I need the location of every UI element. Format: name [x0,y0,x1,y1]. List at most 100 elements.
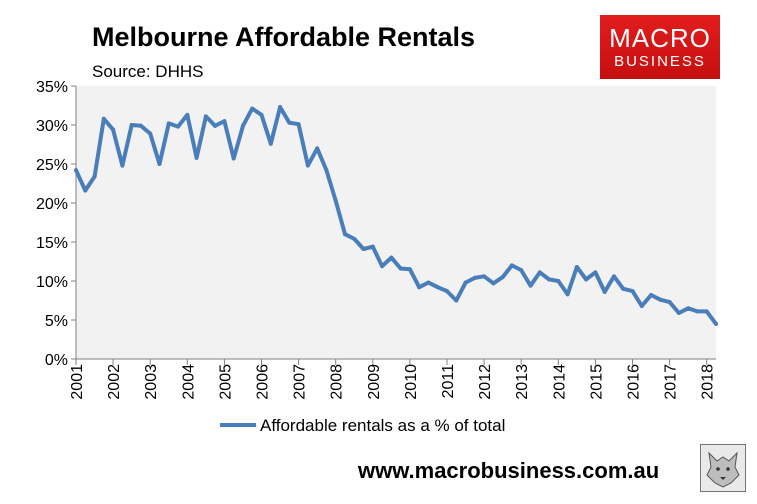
x-tick-label: 2017 [663,364,680,400]
data-point [213,123,218,128]
y-tick-label: 5% [45,313,68,330]
data-point [231,156,236,161]
data-point [547,277,552,282]
plot-area [76,86,716,359]
data-point [250,106,255,111]
data-point [482,274,487,279]
data-point [222,119,227,124]
data-point [556,279,561,283]
data-point [639,303,644,308]
data-point [435,285,440,290]
data-point [185,112,190,117]
data-point [83,188,88,193]
data-point [658,297,663,302]
x-tick-label: 2013 [514,364,531,400]
data-point [649,293,654,298]
y-tick-label: 0% [45,352,68,369]
y-tick-label: 10% [36,274,68,291]
x-tick-label: 2007 [292,364,309,400]
logo-line-2: BUSINESS [614,53,706,70]
data-point [695,309,700,314]
x-tick-label: 2010 [403,364,420,400]
data-point [305,163,310,168]
x-tick-label: 2008 [329,364,346,400]
data-point [602,289,607,294]
data-point [315,146,320,151]
x-tick-label: 2009 [366,364,383,400]
x-tick-label: 2016 [626,364,643,400]
data-point [574,264,579,269]
x-tick-label: 2015 [588,364,605,400]
data-point [389,255,394,260]
data-point [704,309,709,314]
data-point [268,141,273,146]
data-point [676,310,681,315]
data-point [138,123,143,128]
data-point [157,162,162,166]
data-point [537,270,542,275]
y-tick-label: 30% [36,118,68,135]
data-point [519,268,524,273]
data-point [120,163,125,168]
x-tick-label: 2003 [143,364,160,400]
y-tick-label: 25% [36,157,68,174]
data-point [714,321,718,326]
data-point [454,298,459,303]
x-tick-label: 2002 [106,364,123,400]
data-point [342,232,347,237]
x-tick-label: 2018 [700,364,717,400]
data-point [278,105,283,110]
data-point [445,289,450,294]
x-tick-label: 2004 [180,364,197,400]
data-point [398,266,403,271]
data-point [491,281,496,286]
data-point [463,280,468,285]
data-point [584,277,589,282]
footer-url: www.macrobusiness.com.au [358,458,660,483]
data-point [380,264,385,269]
data-point [74,168,78,173]
data-point [129,123,134,127]
x-tick-label: 2014 [551,364,568,400]
data-point [361,247,366,252]
data-point [630,289,635,294]
data-point [203,114,208,119]
y-tick-label: 20% [36,196,68,213]
data-point [500,275,505,280]
data-point [621,286,626,291]
y-tick-label: 35% [36,79,68,96]
data-point [565,292,570,297]
data-point [101,116,106,121]
data-point [259,112,264,117]
data-point [370,244,375,249]
data-point [528,283,533,288]
data-point [667,300,672,305]
data-point [194,155,199,160]
data-point [324,168,329,173]
legend-label: Affordable rentals as a % of total [260,416,505,435]
logo-line-1: MACRO [609,23,711,53]
data-point [509,263,514,268]
data-point [686,306,691,311]
x-tick-label: 2006 [255,364,272,400]
chart-source: Source: DHHS [92,62,204,81]
data-point [426,280,431,285]
data-point [166,121,171,126]
data-point [611,274,616,279]
series-line [74,105,718,326]
data-point [296,122,301,127]
x-tick-label: 2001 [69,364,86,400]
chart-title: Melbourne Affordable Rentals [92,22,476,52]
wolf-icon [700,444,746,492]
data-point [472,275,477,280]
data-point [111,127,116,132]
x-tick-label: 2012 [477,364,494,400]
x-tick-label: 2005 [217,364,234,400]
data-point [333,198,338,203]
macrobusiness-logo: MACRO BUSINESS [600,15,720,79]
data-point [92,174,97,179]
data-point [593,270,598,275]
y-tick-label: 15% [36,235,68,252]
data-point [176,124,181,129]
